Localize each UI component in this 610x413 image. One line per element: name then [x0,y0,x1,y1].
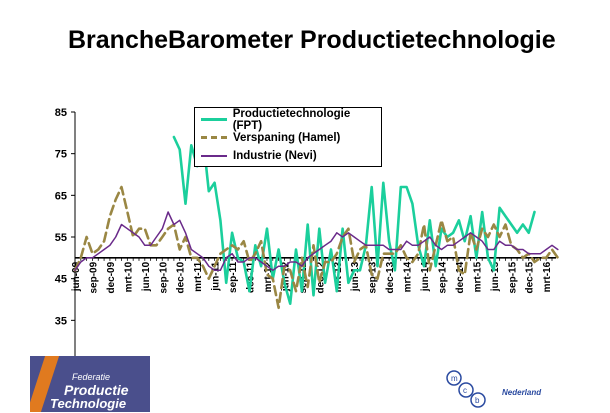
x-tick-label-0: jun-09 [71,261,82,292]
x-tick-label-5: sep-10 [158,261,169,293]
x-tick-label-4: jun-10 [141,261,152,292]
fpt-logo: Federatie Productie Technologie [30,356,150,412]
x-tick-label-9: sep-11 [228,261,239,293]
x-tick-label-17: sep-13 [368,261,379,293]
y-tick-label-6: 85 [55,107,67,119]
series-line-1 [73,185,560,310]
legend-swatch-fpt [201,118,227,121]
x-tick-label-3: mrt-10 [123,261,134,292]
x-tick-label-24: jun-15 [490,261,501,292]
legend-label-hamel: Verspaning (Hamel) [233,131,341,144]
svg-text:m: m [451,374,458,383]
x-tick-label-18: dec-13 [385,261,396,293]
page-title: BrancheBarometer Productietechnologie [68,26,556,54]
x-tick-label-8: jun-11 [211,261,222,291]
x-tick-label-27: mrt-16 [542,261,553,292]
x-tick-label-6: dec-10 [176,261,187,293]
legend-item-fpt: Productietechnologie (FPT) [201,108,381,132]
legend-swatch-nevi [201,154,227,157]
y-tick-label-3: 55 [55,232,67,244]
fpt-logo-line2: Productie [64,382,129,398]
svg-text:c: c [463,386,467,395]
x-tick-label-1: sep-09 [88,261,99,293]
x-tick-label-23: mrt-15 [472,261,483,292]
mcb-logo: m c b Nederland [440,368,600,408]
y-tick-label-5: 75 [55,149,67,161]
svg-text:b: b [475,396,480,405]
x-tick-label-7: mrt-11 [193,261,204,291]
y-tick-label-1: 35 [55,315,67,327]
mcb-logo-country: Nederland [502,388,542,397]
series-line-2 [74,211,559,272]
chart-legend: Productietechnologie (FPT) Verspaning (H… [194,107,382,167]
x-tick-label-26: dec-15 [525,261,536,293]
fpt-logo-line3: Technologie [50,396,127,411]
x-tick-label-25: sep-15 [507,261,518,293]
x-tick-label-16: jun-13 [350,261,361,292]
legend-swatch-hamel [201,136,227,139]
x-tick-label-2: dec-09 [106,261,117,293]
x-tick-label-22: dec-14 [455,261,466,293]
legend-item-hamel: Verspaning (Hamel) [201,129,340,146]
legend-item-nevi: Industrie (Nevi) [201,147,317,164]
mcb-logo-icon: m c b [446,370,486,408]
x-tick-label-12: jun-12 [280,261,291,292]
y-tick-label-4: 65 [55,190,67,202]
legend-label-nevi: Industrie (Nevi) [233,149,317,162]
x-tick-label-20: jun-14 [420,261,431,292]
x-tick-label-19: mrt-14 [403,261,414,292]
x-tick-label-21: sep-14 [437,261,448,293]
y-tick-label-2: 45 [55,274,67,286]
fpt-logo-line1: Federatie [72,372,111,382]
legend-label-fpt: Productietechnologie (FPT) [232,107,351,132]
